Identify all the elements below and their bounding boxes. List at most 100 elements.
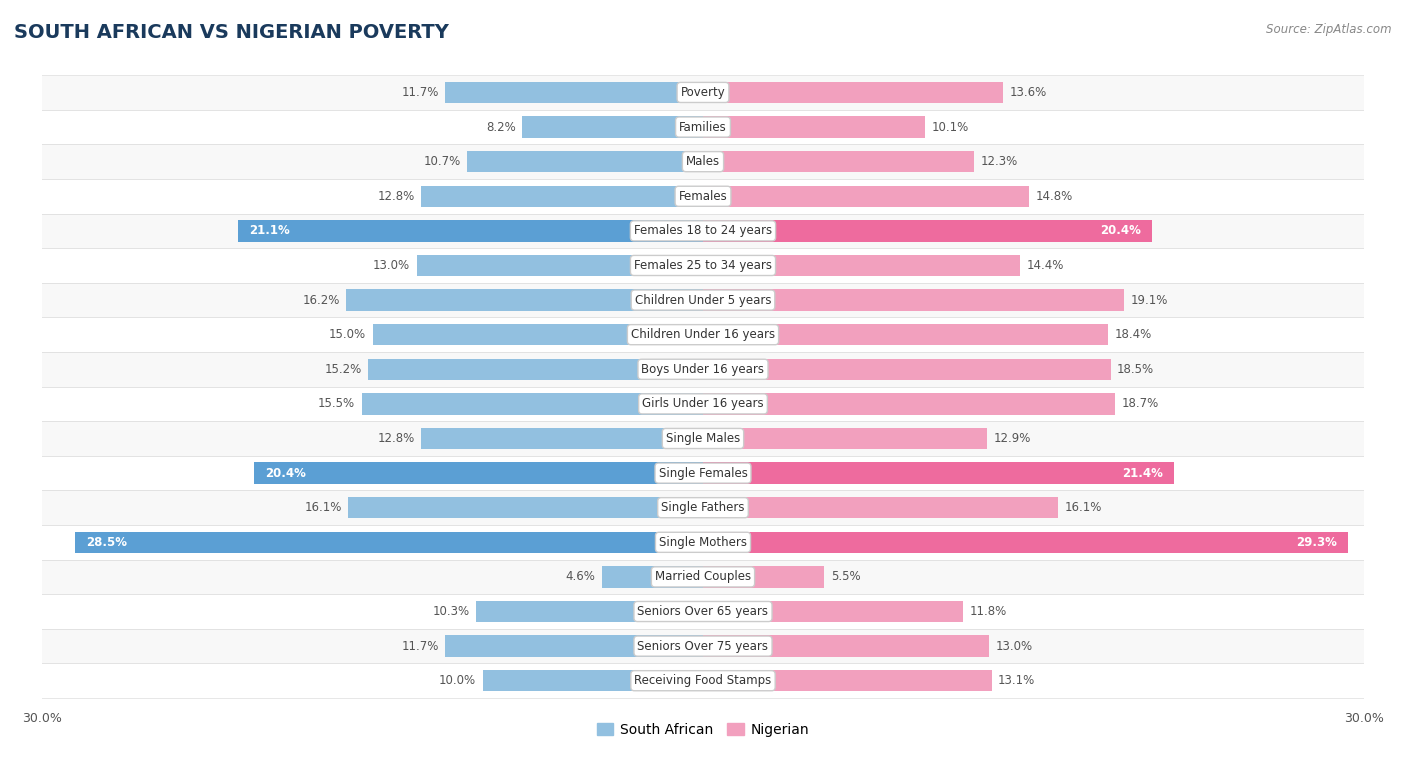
- Bar: [703, 82, 1002, 103]
- Bar: [253, 462, 703, 484]
- Text: 10.7%: 10.7%: [423, 155, 461, 168]
- Text: Girls Under 16 years: Girls Under 16 years: [643, 397, 763, 410]
- Text: 4.6%: 4.6%: [565, 571, 595, 584]
- Text: 19.1%: 19.1%: [1130, 293, 1168, 306]
- Text: Seniors Over 75 years: Seniors Over 75 years: [637, 640, 769, 653]
- Bar: [238, 220, 703, 242]
- Bar: [703, 531, 1348, 553]
- Bar: [0, 559, 1406, 594]
- Text: 15.0%: 15.0%: [329, 328, 366, 341]
- Bar: [361, 393, 703, 415]
- Bar: [0, 144, 1406, 179]
- Bar: [703, 151, 974, 172]
- Text: Single Mothers: Single Mothers: [659, 536, 747, 549]
- Text: 16.1%: 16.1%: [1064, 501, 1102, 514]
- Bar: [0, 110, 1406, 144]
- Bar: [0, 421, 1406, 456]
- Bar: [467, 151, 703, 172]
- Bar: [346, 290, 703, 311]
- Text: 12.3%: 12.3%: [980, 155, 1018, 168]
- Text: Males: Males: [686, 155, 720, 168]
- Text: Single Fathers: Single Fathers: [661, 501, 745, 514]
- Text: Receiving Food Stamps: Receiving Food Stamps: [634, 674, 772, 688]
- Text: 13.6%: 13.6%: [1010, 86, 1046, 99]
- Bar: [0, 663, 1406, 698]
- Text: 13.0%: 13.0%: [373, 259, 411, 272]
- Bar: [602, 566, 703, 587]
- Text: Single Females: Single Females: [658, 467, 748, 480]
- Bar: [0, 214, 1406, 248]
- Text: 10.0%: 10.0%: [439, 674, 477, 688]
- Text: Children Under 5 years: Children Under 5 years: [634, 293, 772, 306]
- Bar: [349, 497, 703, 518]
- Bar: [0, 525, 1406, 559]
- Text: Families: Families: [679, 121, 727, 133]
- Bar: [703, 359, 1111, 380]
- Bar: [0, 594, 1406, 629]
- Text: 12.8%: 12.8%: [377, 190, 415, 202]
- Text: 20.4%: 20.4%: [264, 467, 305, 480]
- Bar: [75, 531, 703, 553]
- Text: 13.1%: 13.1%: [998, 674, 1035, 688]
- Text: 12.9%: 12.9%: [994, 432, 1031, 445]
- Bar: [446, 82, 703, 103]
- Bar: [0, 318, 1406, 352]
- Bar: [523, 116, 703, 138]
- Bar: [0, 283, 1406, 318]
- Bar: [703, 566, 824, 587]
- Text: Females 18 to 24 years: Females 18 to 24 years: [634, 224, 772, 237]
- Text: 11.7%: 11.7%: [401, 640, 439, 653]
- Bar: [420, 428, 703, 449]
- Bar: [446, 635, 703, 657]
- Text: 15.2%: 15.2%: [325, 363, 361, 376]
- Bar: [703, 255, 1021, 276]
- Bar: [703, 428, 987, 449]
- Bar: [368, 359, 703, 380]
- Bar: [0, 75, 1406, 110]
- Bar: [703, 186, 1029, 207]
- Bar: [703, 324, 1108, 346]
- Text: 18.5%: 18.5%: [1118, 363, 1154, 376]
- Bar: [0, 456, 1406, 490]
- Text: Children Under 16 years: Children Under 16 years: [631, 328, 775, 341]
- Legend: South African, Nigerian: South African, Nigerian: [591, 718, 815, 743]
- Bar: [703, 116, 925, 138]
- Text: 18.4%: 18.4%: [1115, 328, 1152, 341]
- Bar: [703, 497, 1057, 518]
- Bar: [703, 220, 1153, 242]
- Text: Source: ZipAtlas.com: Source: ZipAtlas.com: [1267, 23, 1392, 36]
- Text: 11.8%: 11.8%: [970, 605, 1007, 618]
- Text: 21.1%: 21.1%: [249, 224, 290, 237]
- Bar: [703, 393, 1115, 415]
- Text: SOUTH AFRICAN VS NIGERIAN POVERTY: SOUTH AFRICAN VS NIGERIAN POVERTY: [14, 23, 449, 42]
- Text: 29.3%: 29.3%: [1296, 536, 1337, 549]
- Bar: [416, 255, 703, 276]
- Bar: [477, 601, 703, 622]
- Text: 20.4%: 20.4%: [1101, 224, 1142, 237]
- Bar: [703, 635, 990, 657]
- Text: 13.0%: 13.0%: [995, 640, 1033, 653]
- Text: 14.8%: 14.8%: [1036, 190, 1073, 202]
- Text: Seniors Over 65 years: Seniors Over 65 years: [637, 605, 769, 618]
- Text: 16.1%: 16.1%: [304, 501, 342, 514]
- Bar: [0, 490, 1406, 525]
- Bar: [373, 324, 703, 346]
- Text: Females: Females: [679, 190, 727, 202]
- Bar: [0, 387, 1406, 421]
- Bar: [420, 186, 703, 207]
- Text: 28.5%: 28.5%: [86, 536, 127, 549]
- Bar: [703, 290, 1123, 311]
- Text: 15.5%: 15.5%: [318, 397, 354, 410]
- Bar: [0, 248, 1406, 283]
- Bar: [703, 670, 991, 691]
- Text: 18.7%: 18.7%: [1122, 397, 1159, 410]
- Text: 8.2%: 8.2%: [486, 121, 516, 133]
- Text: 16.2%: 16.2%: [302, 293, 339, 306]
- Bar: [0, 629, 1406, 663]
- Bar: [0, 179, 1406, 214]
- Text: Married Couples: Married Couples: [655, 571, 751, 584]
- Bar: [703, 462, 1174, 484]
- Text: 5.5%: 5.5%: [831, 571, 860, 584]
- Text: Poverty: Poverty: [681, 86, 725, 99]
- Text: 12.8%: 12.8%: [377, 432, 415, 445]
